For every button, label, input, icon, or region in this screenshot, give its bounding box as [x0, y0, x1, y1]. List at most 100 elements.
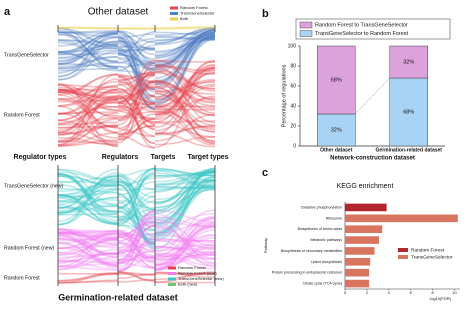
flow [117, 256, 156, 271]
flow [57, 237, 119, 242]
flow [117, 70, 156, 76]
flow [57, 125, 119, 136]
flow [154, 38, 216, 106]
connector [355, 77, 390, 115]
flow [57, 100, 119, 126]
flow [117, 30, 156, 62]
flow [57, 111, 119, 115]
flow [117, 74, 156, 126]
flow [117, 183, 156, 250]
flow [154, 95, 216, 132]
flow [117, 72, 156, 103]
flow [154, 31, 216, 57]
flow [57, 26, 119, 30]
sankey-title: Other dataset [88, 7, 149, 18]
flow [154, 67, 216, 116]
flow [154, 86, 216, 142]
flow [154, 216, 216, 227]
x-tick-label: 8 [432, 291, 434, 295]
flow [57, 172, 119, 213]
flow [57, 229, 119, 250]
flow [117, 168, 156, 190]
legend-label: TransGeneSelector [411, 254, 453, 260]
flow [57, 32, 119, 63]
flow [57, 204, 119, 226]
flow [154, 31, 216, 36]
bar-segment [389, 77, 428, 147]
flow [117, 30, 156, 44]
flow [154, 244, 216, 270]
y-axis-title: Pathway [263, 238, 268, 253]
flow [117, 278, 156, 283]
flow [57, 32, 119, 65]
flow [154, 170, 216, 193]
flow [154, 83, 216, 104]
flow [57, 251, 119, 263]
flow [154, 186, 216, 189]
flow [154, 31, 216, 37]
flow [117, 188, 156, 192]
flow [154, 174, 216, 177]
flow [117, 51, 156, 98]
flow [117, 94, 156, 122]
flow [57, 131, 119, 144]
flow [57, 188, 119, 214]
flow [117, 40, 156, 50]
flow [57, 30, 119, 47]
flow [154, 169, 216, 188]
flow [57, 38, 119, 48]
flow [57, 43, 119, 59]
flow [117, 199, 156, 209]
flow [117, 37, 156, 74]
flow [154, 221, 216, 228]
flow [57, 194, 119, 218]
flow [57, 124, 119, 135]
legend-label: TransGeneSelector (new) [178, 276, 224, 281]
flow [154, 226, 216, 272]
flow [57, 280, 119, 284]
flow [57, 233, 119, 256]
flow [117, 31, 156, 55]
flow [117, 258, 156, 263]
flow [154, 92, 216, 142]
flow [57, 105, 119, 148]
flow [57, 247, 119, 261]
legend-label: Random Forest [180, 5, 208, 10]
flow [117, 206, 156, 241]
flow [57, 176, 119, 184]
flow [57, 33, 119, 50]
flow [117, 40, 156, 65]
flow [117, 75, 156, 111]
flow [117, 250, 156, 264]
legend-swatch [168, 283, 176, 286]
flow [57, 184, 119, 206]
flow [117, 271, 156, 282]
flow [57, 265, 119, 272]
flow [154, 66, 216, 129]
flow [117, 241, 156, 272]
flow [117, 235, 156, 244]
flow [57, 231, 119, 238]
flow [57, 32, 119, 54]
flow [57, 139, 119, 147]
flow [117, 116, 156, 119]
flow [154, 237, 216, 266]
flow [57, 173, 119, 222]
flow [154, 27, 216, 44]
flow [57, 172, 119, 216]
flow [117, 117, 156, 141]
flow [154, 121, 216, 138]
flow [57, 237, 119, 249]
node-label: Random Forest (new) [4, 245, 54, 251]
flow [117, 273, 156, 276]
flow [154, 80, 216, 107]
flow [117, 273, 156, 280]
flow [154, 167, 216, 182]
node-label: Random Forest [4, 112, 40, 118]
flow [117, 208, 156, 221]
flow [154, 65, 216, 76]
bar [345, 214, 458, 223]
flow [117, 207, 156, 245]
flow [117, 52, 156, 110]
flow [117, 236, 156, 263]
